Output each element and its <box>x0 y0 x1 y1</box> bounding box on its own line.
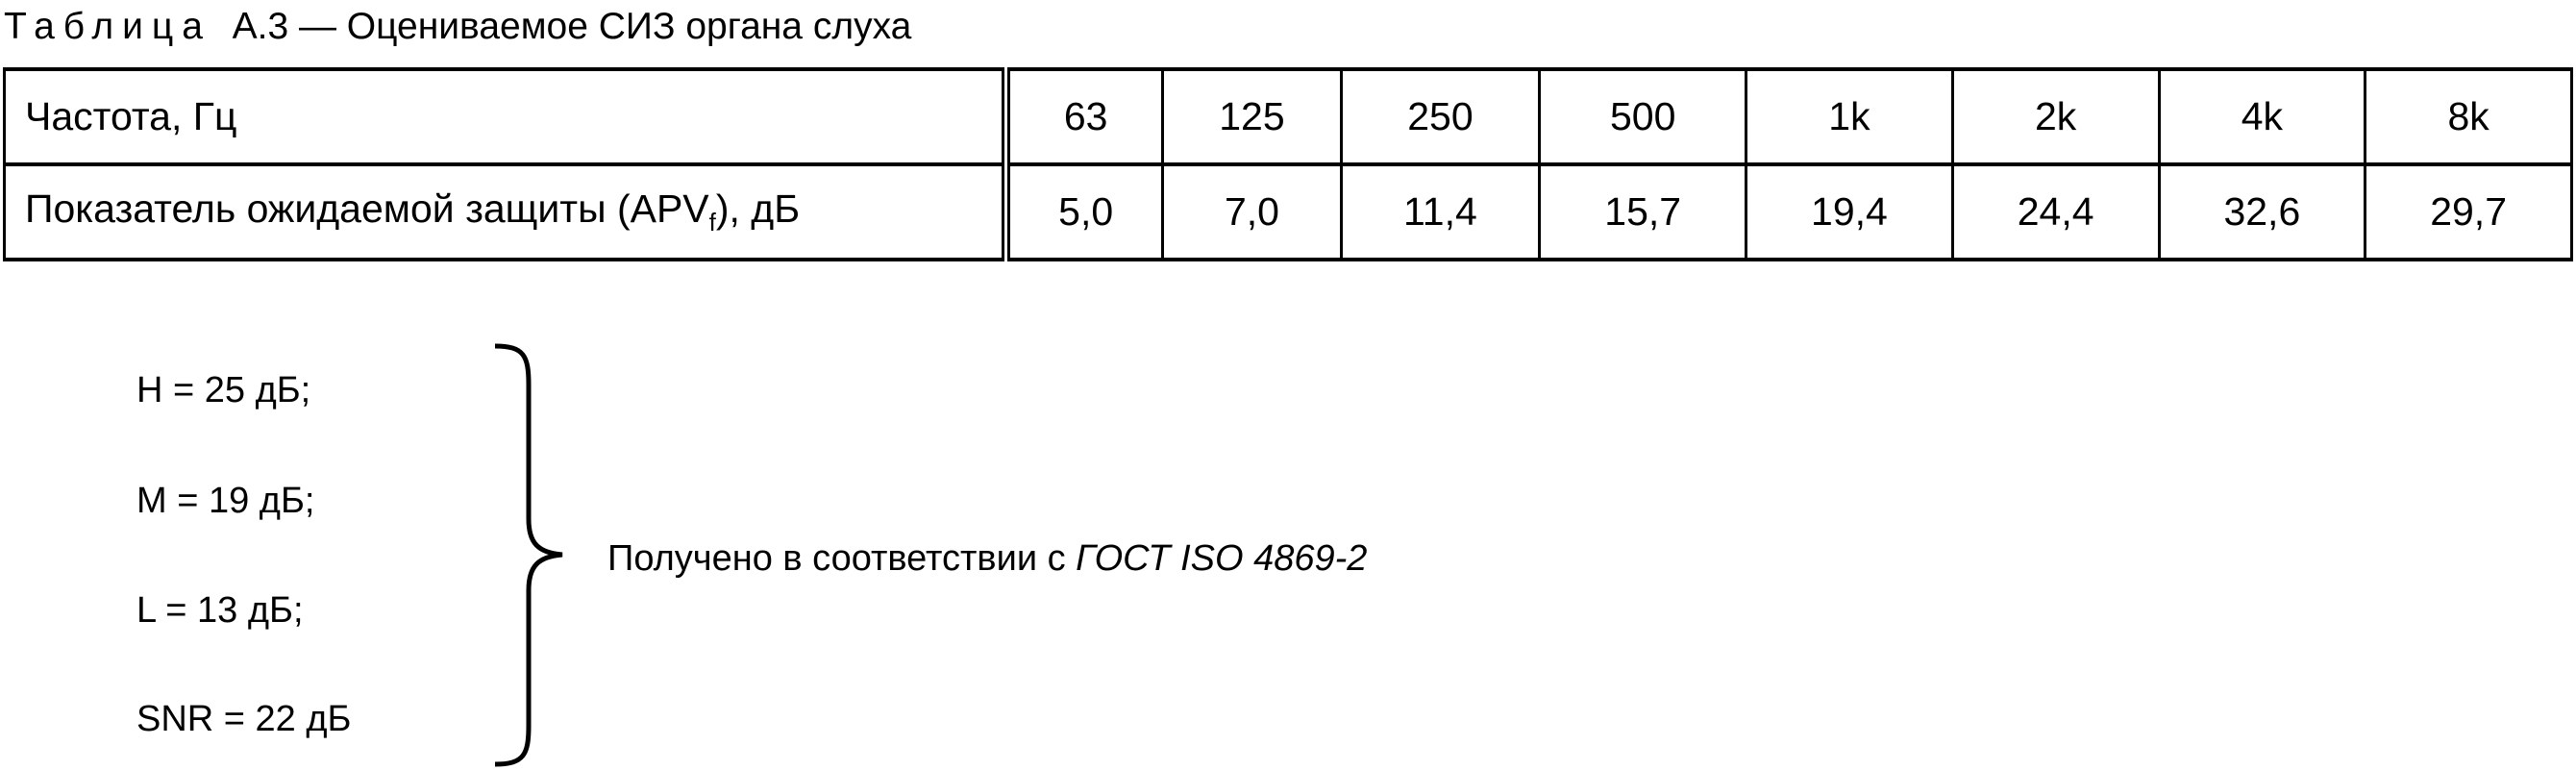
value-m: M = 19 дБ; <box>136 481 315 521</box>
table-row: Частота, Гц 63 125 250 500 1k 2k 4k 8k <box>3 67 2573 166</box>
table-cell: 1k <box>1745 67 1954 166</box>
right-brace-icon <box>494 343 563 767</box>
table-cell: 11,4 <box>1339 162 1542 261</box>
table-cell: 4k <box>2157 67 2367 166</box>
value-l: L = 13 дБ; <box>136 590 304 631</box>
value-h: H = 25 дБ; <box>136 370 311 410</box>
table-cell: 19,4 <box>1745 162 1954 261</box>
table-row: Показатель ожидаемой защиты (APVf), дБ 5… <box>3 162 2573 261</box>
table-cell: 5,0 <box>1003 162 1165 261</box>
value-snr: SNR = 22 дБ <box>136 699 352 739</box>
table-cell: 2k <box>1950 67 2161 166</box>
table-cell: 24,4 <box>1950 162 2161 261</box>
apv-table: Частота, Гц 63 125 250 500 1k 2k 4k 8k П… <box>3 67 2573 261</box>
table-cell: 29,7 <box>2364 162 2573 261</box>
row-header: Показатель ожидаемой защиты (APVf), дБ <box>3 162 1010 261</box>
table-cell: 15,7 <box>1538 162 1748 261</box>
table-cell: 7,0 <box>1161 162 1343 261</box>
note: Получено в соответствии с ГОСТ ISO 4869-… <box>607 538 1368 579</box>
table-cell: 500 <box>1538 67 1748 166</box>
table-cell: 250 <box>1339 67 1542 166</box>
table-cell: 63 <box>1003 67 1165 166</box>
row-header: Частота, Гц <box>3 67 1010 166</box>
table-cell: 8k <box>2364 67 2573 166</box>
table-cell: 32,6 <box>2157 162 2367 261</box>
table-caption: Таблица А.3 — Оцениваемое СИЗ органа слу… <box>4 6 912 47</box>
table-cell: 125 <box>1161 67 1343 166</box>
